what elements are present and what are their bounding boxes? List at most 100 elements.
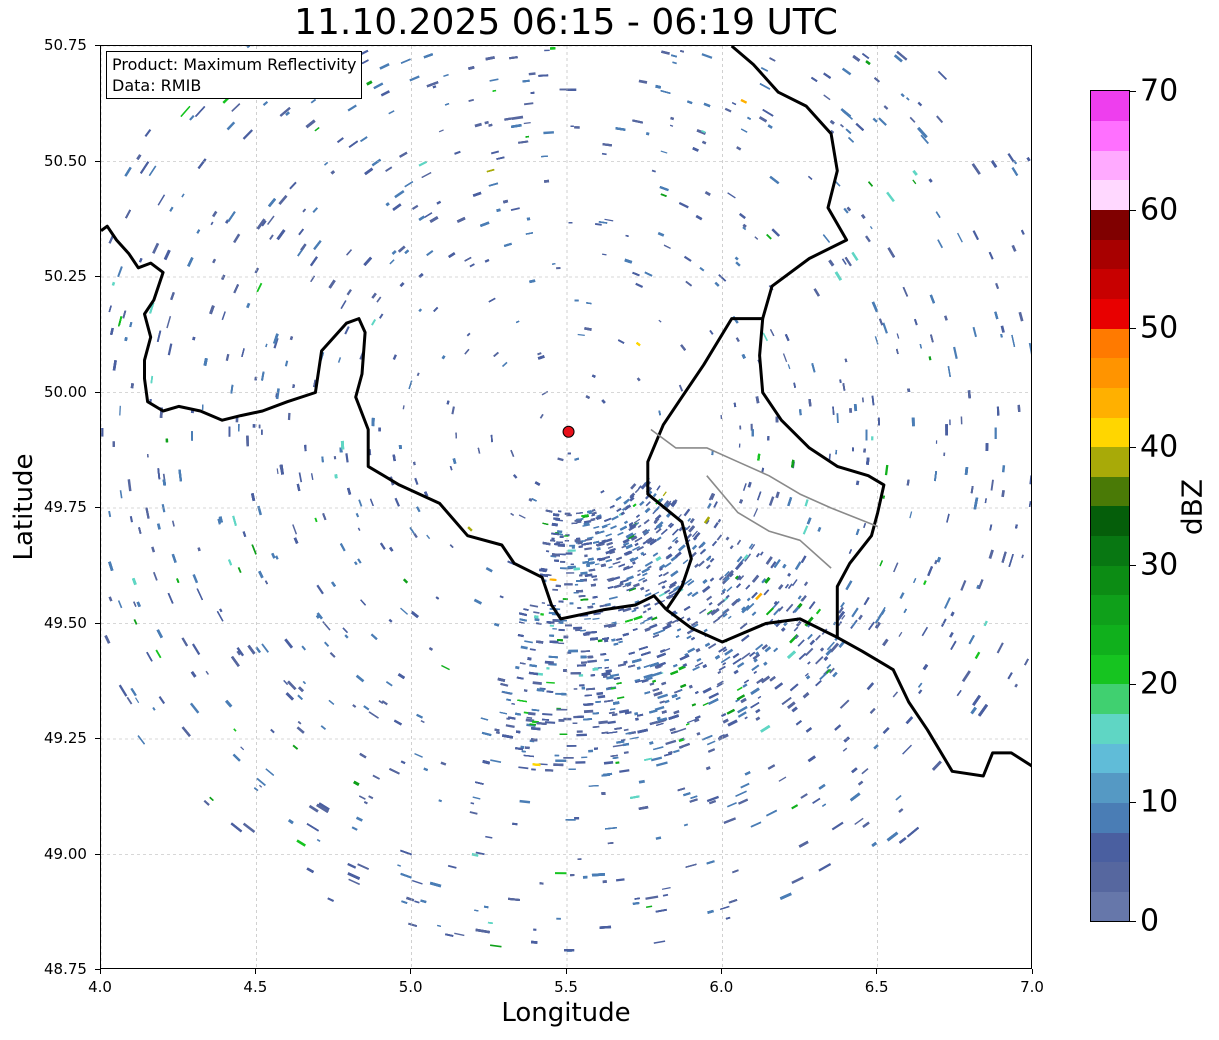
echo-cell (927, 566, 933, 577)
echo-cell (110, 327, 114, 336)
echo-cell (623, 660, 628, 664)
echo-cell (855, 528, 860, 536)
echo-cell (596, 542, 605, 547)
echo-cell (684, 653, 689, 657)
echo-cell (496, 156, 505, 160)
x-tick-mark (99, 969, 101, 974)
echo-cell (418, 308, 423, 313)
echo-cell (741, 606, 746, 611)
echo-cell (759, 83, 771, 90)
colorbar-segment (1091, 120, 1129, 151)
echo-cell (638, 577, 645, 582)
echo-cell (181, 193, 185, 198)
echo-cell (896, 333, 900, 339)
echo-cell (518, 766, 529, 770)
echo-cell (655, 527, 662, 534)
echo-cell (273, 337, 279, 349)
echo-cell (449, 465, 453, 471)
reflectivity-colorbar (1090, 90, 1130, 922)
echo-cell (823, 656, 829, 661)
echo-cell (900, 93, 905, 98)
echo-cell (600, 490, 605, 494)
echo-cell (591, 872, 605, 877)
echo-cell (640, 551, 645, 556)
echo-cell (580, 650, 591, 653)
echo-cell (530, 726, 541, 731)
echo-cell (626, 587, 635, 592)
echo-cell (691, 591, 699, 598)
echo-cell (372, 774, 380, 780)
echo-cell (728, 899, 738, 904)
echo-cell (898, 808, 904, 814)
echo-cell (655, 665, 662, 670)
echo-cell (736, 686, 743, 692)
echo-cell (157, 194, 166, 206)
echo-cell (682, 559, 689, 565)
echo-cell (726, 802, 737, 808)
echo-cell (972, 326, 977, 338)
echo-cell (488, 182, 499, 187)
echo-cell (713, 501, 718, 508)
echo-cell (739, 622, 748, 630)
echo-cell (551, 553, 561, 557)
echo-cell (1014, 683, 1019, 688)
echo-cell (340, 440, 345, 450)
echo-cell (702, 579, 708, 584)
echo-cell (585, 631, 594, 634)
y-tick-mark (95, 276, 100, 277)
echo-cell (1011, 334, 1016, 347)
echo-cell (756, 677, 764, 684)
echo-cell (741, 652, 751, 660)
echo-cell (623, 751, 629, 754)
colorbar-segment (1091, 713, 1129, 744)
echo-cell (675, 635, 680, 639)
echo-cell (740, 697, 747, 704)
echo-cell (934, 559, 938, 565)
echo-cell (600, 652, 607, 656)
echo-cell (587, 510, 592, 514)
echo-cell (836, 611, 845, 621)
echo-cell (131, 577, 137, 586)
echo-cell (751, 664, 760, 671)
echo-cell (127, 479, 132, 492)
echo-cell (751, 611, 757, 616)
echo-cell (615, 761, 620, 764)
echo-cell (203, 800, 210, 806)
echo-cell (709, 329, 714, 335)
echo-cell (762, 109, 774, 117)
echo-cell (750, 821, 762, 828)
echo-cell (540, 567, 548, 572)
echo-cell (584, 547, 592, 551)
echo-cell (240, 746, 245, 751)
echo-cell (586, 563, 590, 568)
echo-cell (632, 271, 640, 277)
y-tick-mark (95, 853, 100, 855)
echo-cell (917, 101, 923, 107)
echo-cell (932, 760, 942, 771)
echo-cell (580, 571, 588, 575)
echo-cell (853, 403, 858, 412)
echo-cell (922, 664, 929, 671)
echo-cell (448, 252, 456, 259)
echo-cell (637, 728, 648, 734)
echo-cell (392, 354, 397, 360)
echo-cell (694, 661, 704, 668)
echo-cell (258, 570, 264, 579)
echo-cell (740, 128, 748, 133)
echo-cell (226, 121, 236, 131)
echo-cell (656, 485, 661, 491)
echo-cell (1008, 553, 1014, 568)
echo-cell (765, 556, 773, 565)
echo-cell (787, 572, 792, 577)
echo-cell (672, 528, 679, 536)
echo-cell (678, 742, 690, 749)
echo-cell (974, 651, 981, 660)
echo-cell (577, 333, 585, 337)
echo-cell (810, 76, 818, 83)
echo-cell (918, 689, 923, 695)
radar-map-plot[interactable] (100, 45, 1032, 969)
echo-cell (355, 816, 363, 822)
echo-cell (640, 482, 648, 490)
echo-cell (742, 483, 747, 492)
echo-cell (308, 804, 319, 813)
